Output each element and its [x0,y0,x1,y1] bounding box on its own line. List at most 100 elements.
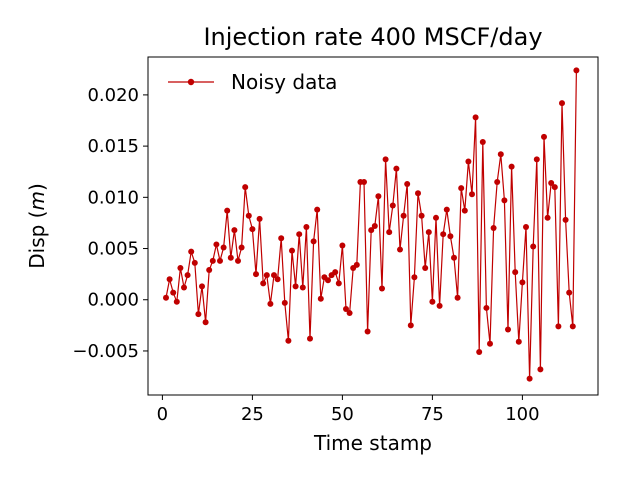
data-point [235,257,241,264]
data-point [433,214,439,221]
x-tick-label: 0 [157,404,168,425]
data-point [325,277,331,284]
y-tick-label: 0.010 [87,187,139,208]
data-point [530,243,537,250]
data-point [382,156,389,163]
data-point [429,298,436,305]
data-point [314,206,321,213]
y-axis: −0.005 0.000 0.005 0.010 0.015 0.020 [72,85,148,362]
data-point [285,337,292,344]
data-point [512,269,519,276]
data-point [249,226,256,233]
data-point [368,227,375,234]
data-point [523,224,529,231]
legend-entry-noisy-data: Noisy data [231,70,337,94]
x-tick-label: 75 [421,404,444,425]
data-point [472,114,479,121]
y-axis-label-variable: m [25,191,49,210]
data-point [184,272,191,279]
data-point [220,244,227,251]
data-point [253,271,259,278]
data-point [566,289,573,296]
data-point [375,193,382,200]
data-point [505,326,511,333]
data-point [415,190,421,197]
data-point [260,280,267,287]
data-point [278,235,285,242]
data-point [379,285,385,292]
data-point [292,283,299,290]
data-point [224,207,231,214]
data-point [346,310,353,317]
data-point [206,267,213,274]
data-point [559,100,565,107]
data-point [303,224,310,231]
series-noisy-data [163,67,580,382]
data-point [451,254,457,261]
data-point [497,151,504,158]
data-point [544,214,551,221]
data-point [181,284,187,291]
y-tick-label: 0.015 [87,136,139,157]
data-point [299,284,306,291]
data-point [188,248,195,255]
data-point [479,139,486,146]
data-point [335,280,342,287]
data-point [400,212,407,219]
x-tick-label: 25 [241,404,264,425]
data-point [177,264,184,271]
y-axis-label-prefix: Disp ( [25,211,49,269]
data-point [227,254,234,261]
data-point [533,156,540,163]
data-point [317,295,324,302]
data-point [562,216,569,223]
data-point [447,233,454,240]
data-point [245,212,252,219]
data-point [209,257,216,264]
legend: Noisy data [168,70,337,94]
data-point [407,322,414,329]
x-axis-label: Time stamp [313,431,432,455]
data-point [242,184,249,191]
data-point [163,294,169,301]
data-point [170,289,177,296]
data-point [458,185,465,192]
chart-title: Injection rate 400 MSCF/day [203,23,542,51]
data-point [501,197,508,204]
data-point [199,283,205,290]
data-point [469,191,475,198]
data-point [515,338,522,345]
data-point [217,257,223,264]
data-point [353,261,360,268]
data-point [465,158,472,165]
data-point [307,335,313,342]
data-point [490,225,497,232]
data-point [195,311,202,318]
data-point [202,319,209,326]
data-point [508,163,515,170]
data-point [537,366,544,373]
data-point [231,227,238,234]
data-point [343,305,349,312]
y-tick-label: −0.005 [72,341,139,362]
data-point [443,206,450,213]
data-point [256,215,263,222]
data-point [371,223,378,229]
x-axis: 0 25 50 75 100 [157,395,540,425]
data-point [418,212,425,219]
data-point [494,178,501,185]
y-tick-label: 0.020 [87,85,139,106]
data-point [310,238,317,245]
data-point [332,269,339,276]
data-point [274,276,281,283]
series-line [165,70,577,380]
data-point [404,181,411,188]
data-point [541,133,547,140]
data-point [425,229,432,236]
data-point [397,246,403,253]
data-point [483,304,490,311]
x-tick-label: 100 [505,404,539,425]
data-point [573,67,580,74]
data-point [476,348,483,355]
